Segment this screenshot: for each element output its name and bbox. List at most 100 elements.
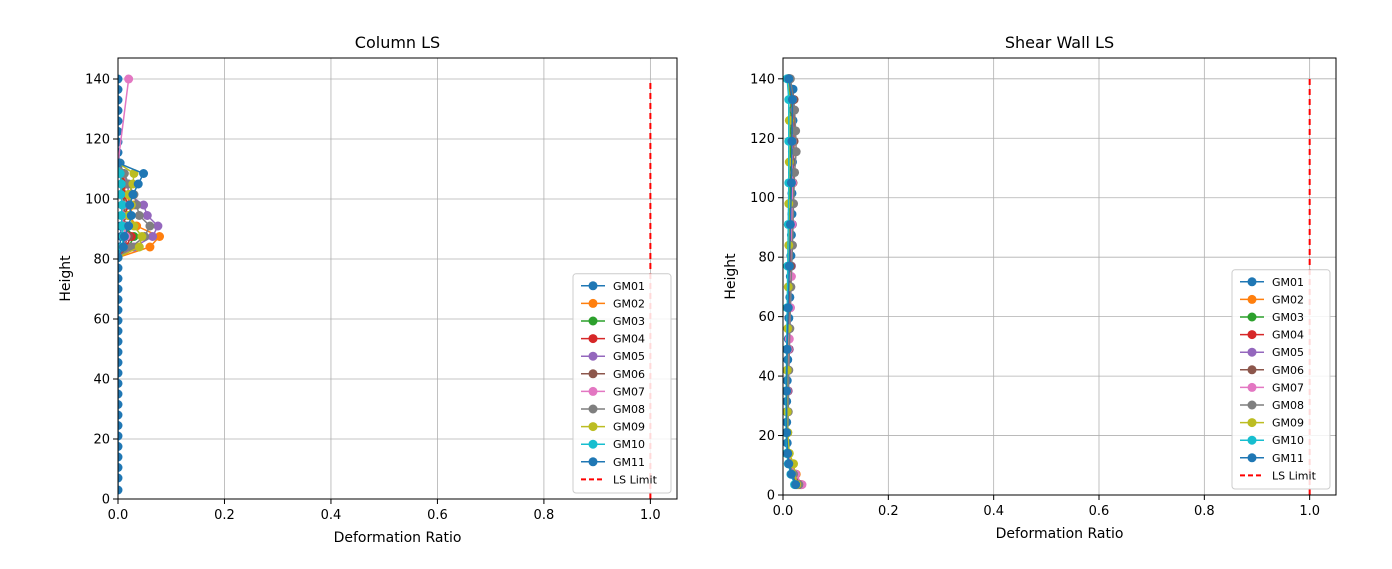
data-point: [142, 211, 152, 220]
y-axis-label: Height: [58, 255, 74, 302]
data-point: [125, 200, 135, 210]
x-tick-label: 0.6: [427, 508, 448, 523]
legend-entry: GM09: [1240, 417, 1304, 430]
y-tick-label: 60: [93, 313, 110, 328]
legend-label: GM04: [1272, 329, 1304, 342]
legend-entry: GM10: [581, 438, 645, 451]
data-point: [791, 480, 801, 490]
legend-label: GM03: [1272, 311, 1304, 324]
data-point: [791, 147, 801, 157]
legend-entry: GM11: [581, 456, 645, 469]
legend-marker: [588, 404, 598, 414]
legend-entry: GM06: [581, 368, 645, 381]
legend-label: GM11: [1272, 452, 1304, 465]
series-line: [118, 162, 125, 258]
data-point: [118, 442, 123, 451]
legend-label: GM01: [613, 280, 645, 293]
data-point: [118, 368, 123, 378]
data-point: [786, 178, 796, 188]
series-line: [118, 162, 145, 258]
legend-entry: GM04: [581, 333, 645, 346]
data-point: [118, 116, 123, 126]
y-tick-label: 40: [758, 370, 775, 385]
data-point: [791, 126, 801, 136]
legend-box: [1231, 269, 1331, 490]
data-point: [118, 169, 125, 178]
legend-marker: [588, 386, 598, 396]
data-point: [783, 448, 793, 458]
data-point: [786, 469, 796, 479]
legend-label: GM06: [1272, 364, 1304, 377]
y-tick-label: 140: [85, 73, 110, 88]
legend-marker: [1247, 400, 1257, 410]
x-axis-label: Deformation Ratio: [334, 530, 462, 546]
y-tick-label: 80: [758, 251, 775, 266]
data-point: [784, 74, 794, 84]
legend-entry: GM03: [1240, 311, 1304, 324]
data-point: [118, 263, 123, 273]
data-point: [118, 74, 123, 84]
data-point: [118, 211, 126, 220]
legend-marker: [1247, 277, 1257, 287]
y-tick-label: 80: [93, 253, 110, 268]
legend-entry: GM10: [1240, 434, 1304, 447]
data-point: [118, 106, 123, 115]
data-point: [124, 221, 134, 231]
y-axis-label: Height: [723, 253, 739, 300]
data-point: [118, 253, 123, 262]
legend-marker: [588, 334, 598, 344]
legend-entry: GM02: [581, 297, 645, 310]
x-tick-label: 0.8: [1194, 504, 1215, 519]
data-point: [126, 211, 136, 220]
x-tick-label: 0.4: [321, 508, 342, 523]
data-point: [133, 179, 143, 189]
legend-label: GM08: [613, 403, 645, 416]
series-gm11: [118, 158, 149, 262]
legend-label: GM09: [1272, 417, 1304, 430]
data-point: [139, 200, 149, 210]
legend-label: GM02: [1272, 293, 1304, 306]
legend-marker: [588, 351, 598, 361]
legend-label: LS Limit: [1272, 469, 1317, 482]
data-point: [790, 105, 800, 115]
data-point: [134, 211, 144, 220]
x-tick-label: 1.0: [1299, 504, 1320, 519]
data-point: [118, 389, 123, 399]
chart-title: Column LS: [355, 33, 440, 52]
data-point: [783, 386, 792, 396]
data-point: [118, 158, 123, 168]
data-point: [118, 463, 123, 472]
data-point: [118, 485, 123, 495]
data-point: [118, 274, 123, 283]
data-point: [139, 169, 149, 178]
data-point: [118, 95, 123, 105]
legend-marker: [1247, 330, 1257, 340]
legend-label: GM01: [1272, 276, 1304, 289]
legend-entry: GM05: [1240, 346, 1304, 359]
data-point: [118, 379, 123, 388]
legend-entry: GM01: [581, 280, 645, 293]
x-tick-label: 0.6: [1089, 504, 1110, 519]
chart-panel-2: Shear Wall LS 0.0 0.2 0.4 0.6 0.8 1.0 0 20 40 60 80…: [723, 33, 1337, 542]
legend-marker: [1247, 312, 1257, 322]
data-point: [118, 421, 123, 430]
legend-label: GM03: [613, 315, 645, 328]
chart-title: Shear Wall LS: [1005, 33, 1114, 52]
data-point: [784, 261, 794, 271]
data-point: [118, 337, 123, 346]
y-tick-label: 120: [85, 133, 110, 148]
data-point: [785, 219, 795, 229]
data-point: [118, 316, 123, 325]
y-tick-label: 20: [758, 429, 775, 444]
legend-entry: GM03: [581, 315, 645, 328]
y-tick-label: 0: [767, 489, 775, 504]
data-point: [118, 452, 123, 462]
legend-label: GM11: [613, 456, 645, 469]
series-line: [118, 162, 151, 259]
series-line: [118, 162, 159, 259]
data-point: [118, 347, 123, 357]
legend-label: GM05: [613, 350, 645, 363]
legend-label: GM02: [613, 297, 645, 310]
legend-marker: [588, 298, 598, 308]
data-point: [118, 221, 127, 231]
